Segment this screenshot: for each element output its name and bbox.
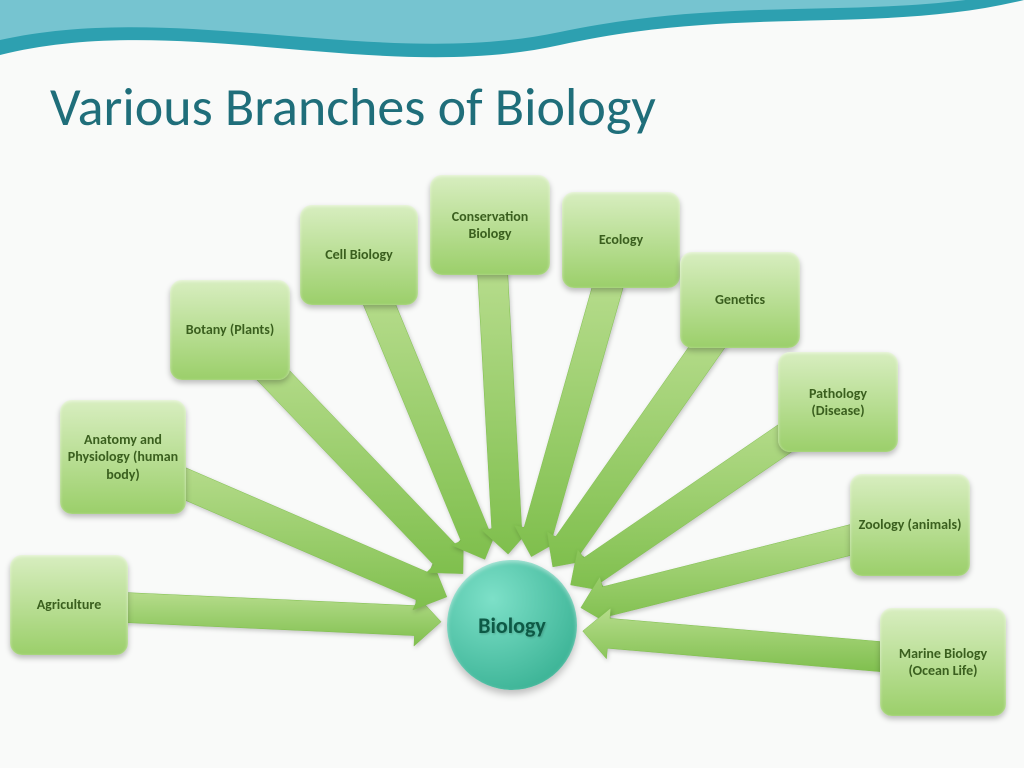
branch-arrow-9 — [583, 608, 896, 673]
branch-box-9: Marine Biology (Ocean Life) — [880, 608, 1006, 716]
branch-box-0: Agriculture — [10, 555, 128, 655]
branch-box-1: Anatomy and Physiology (human body) — [60, 400, 186, 514]
branch-label: Genetics — [715, 291, 765, 309]
branch-label: Botany (Plants) — [186, 321, 274, 339]
branch-label: Zoology (animals) — [859, 516, 962, 534]
branch-label: Agriculture — [37, 596, 102, 614]
page-title: Various Branches of Biology — [50, 74, 656, 140]
branch-arrow-4 — [477, 269, 532, 554]
branch-box-3: Cell Biology — [300, 205, 418, 305]
branch-box-4: Conservation Biology — [430, 175, 550, 275]
branch-label: Ecology — [599, 231, 643, 249]
center-label: Biology — [478, 612, 546, 639]
branch-label: Pathology (Disease) — [784, 385, 892, 420]
branch-box-2: Botany (Plants) — [170, 280, 290, 380]
branch-box-7: Pathology (Disease) — [778, 352, 898, 452]
branch-label: Conservation Biology — [436, 208, 544, 243]
center-node: Biology — [447, 560, 577, 690]
branch-label: Marine Biology (Ocean Life) — [899, 645, 987, 680]
branch-box-8: Zoology (animals) — [850, 474, 970, 576]
branch-arrow-0 — [113, 592, 441, 646]
branch-box-5: Ecology — [562, 192, 680, 288]
branch-arrow-1 — [164, 464, 447, 610]
branch-label: Cell Biology — [325, 246, 393, 264]
branch-box-6: Genetics — [680, 252, 800, 348]
branch-label: Anatomy and Physiology (human body) — [66, 431, 180, 484]
